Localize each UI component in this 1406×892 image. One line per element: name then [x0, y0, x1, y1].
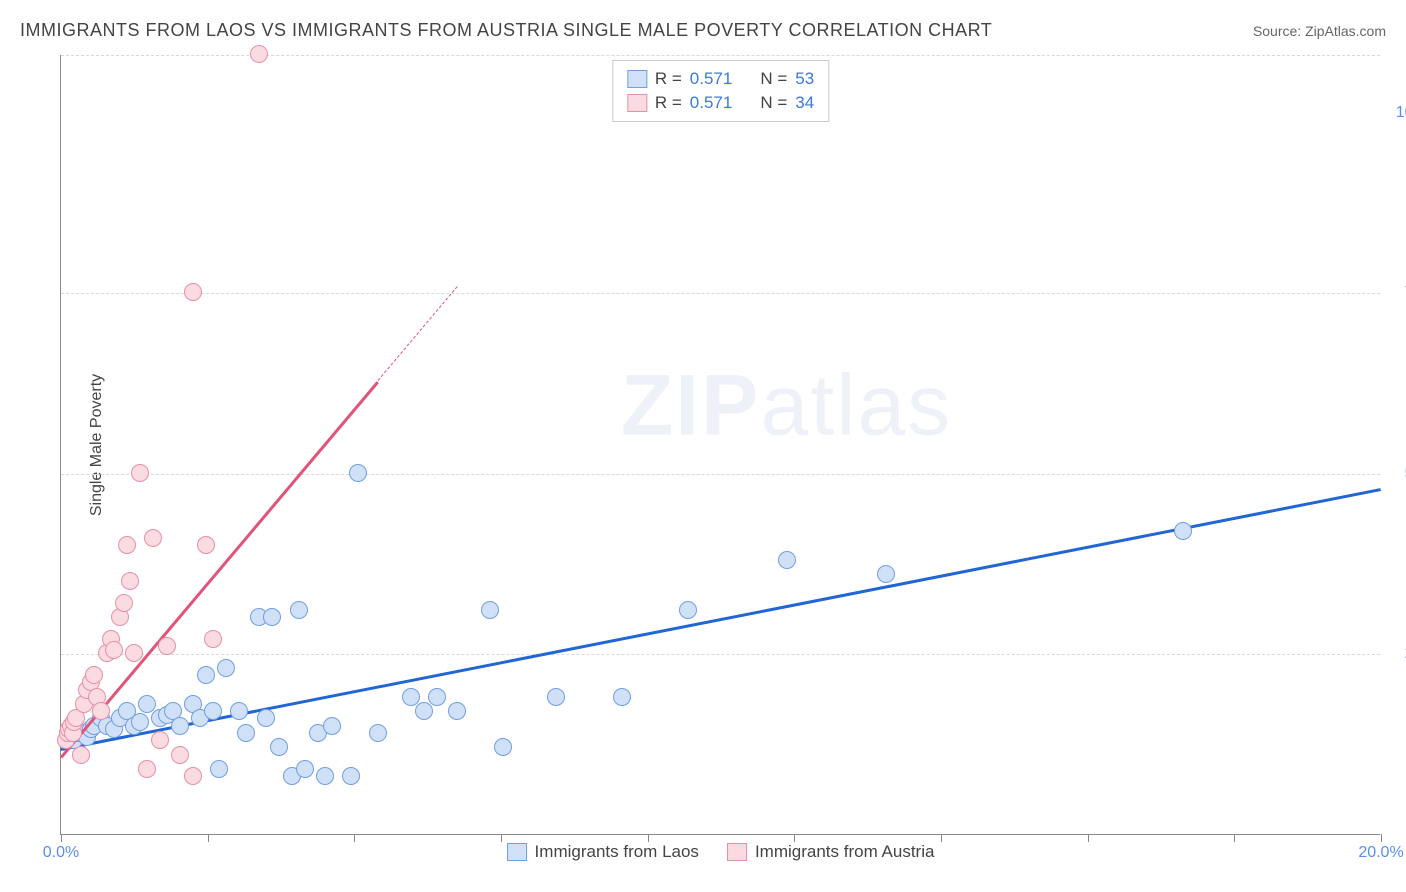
data-point [428, 688, 446, 706]
data-point [230, 702, 248, 720]
data-point [125, 644, 143, 662]
data-point [210, 760, 228, 778]
trend-line [60, 380, 379, 757]
r-value: 0.571 [690, 93, 733, 113]
data-point [547, 688, 565, 706]
r-value: 0.571 [690, 69, 733, 89]
legend-swatch [727, 843, 747, 861]
data-point [217, 659, 235, 677]
data-point [204, 702, 222, 720]
data-point [877, 565, 895, 583]
y-axis-title: Single Male Poverty [88, 373, 106, 515]
data-point [131, 713, 149, 731]
watermark: ZIPatlas [621, 356, 952, 455]
legend-series-label: Immigrants from Austria [755, 842, 935, 862]
n-label: N = [760, 69, 787, 89]
data-point [250, 45, 268, 63]
chart-area: ZIPatlas Single Male Poverty R = 0.571 N =… [60, 55, 1380, 835]
data-point [679, 601, 697, 619]
legend-stat-row: R = 0.571 N = 34 [627, 91, 814, 115]
data-point [369, 724, 387, 742]
r-label: R = [655, 93, 682, 113]
data-point [144, 529, 162, 547]
data-point [171, 717, 189, 735]
data-point [85, 666, 103, 684]
data-point [415, 702, 433, 720]
data-point [237, 724, 255, 742]
data-point [342, 767, 360, 785]
x-tick [794, 834, 795, 842]
x-tick-label: 0.0% [43, 844, 79, 862]
legend-swatch [627, 94, 647, 112]
data-point [151, 731, 169, 749]
legend-series-label: Immigrants from Laos [535, 842, 699, 862]
data-point [115, 594, 133, 612]
data-point [494, 738, 512, 756]
data-point [270, 738, 288, 756]
legend-swatch [507, 843, 527, 861]
data-point [92, 702, 110, 720]
n-label: N = [760, 93, 787, 113]
data-point [263, 608, 281, 626]
data-point [171, 746, 189, 764]
data-point [316, 767, 334, 785]
data-point [402, 688, 420, 706]
data-point [323, 717, 341, 735]
gridline [61, 293, 1380, 294]
data-point [257, 709, 275, 727]
data-point [197, 666, 215, 684]
gridline [61, 474, 1380, 475]
n-value: 53 [795, 69, 814, 89]
legend-stat-row: R = 0.571 N = 53 [627, 67, 814, 91]
data-point [290, 601, 308, 619]
data-point [296, 760, 314, 778]
data-point [138, 760, 156, 778]
data-point [481, 601, 499, 619]
chart-source: Source: ZipAtlas.com [1253, 23, 1386, 39]
trend-line [377, 286, 457, 381]
data-point [184, 767, 202, 785]
y-tick-label: 100.0% [1396, 104, 1406, 122]
chart-title: IMMIGRANTS FROM LAOS VS IMMIGRANTS FROM … [20, 20, 992, 41]
data-point [613, 688, 631, 706]
data-point [105, 641, 123, 659]
x-tick [208, 834, 209, 842]
data-point [778, 551, 796, 569]
x-tick [941, 834, 942, 842]
x-tick [354, 834, 355, 842]
data-point [448, 702, 466, 720]
legend-series-item: Immigrants from Austria [727, 842, 935, 862]
data-point [72, 746, 90, 764]
x-tick [648, 834, 649, 842]
data-point [158, 637, 176, 655]
x-tick-label: 20.0% [1358, 844, 1403, 862]
x-tick [61, 834, 62, 842]
data-point [184, 283, 202, 301]
data-point [138, 695, 156, 713]
legend-stats: R = 0.571 N = 53 R = 0.571 N = 34 [612, 60, 829, 122]
x-tick [1381, 834, 1382, 842]
data-point [121, 572, 139, 590]
x-tick [501, 834, 502, 842]
r-label: R = [655, 69, 682, 89]
legend-series-item: Immigrants from Laos [507, 842, 699, 862]
chart-header: IMMIGRANTS FROM LAOS VS IMMIGRANTS FROM … [20, 20, 1386, 41]
data-point [197, 536, 215, 554]
n-value: 34 [795, 93, 814, 113]
data-point [204, 630, 222, 648]
legend-series: Immigrants from Laos Immigrants from Aust… [507, 842, 935, 862]
legend-swatch [627, 70, 647, 88]
data-point [1174, 522, 1192, 540]
scatter-plot: ZIPatlas Single Male Poverty R = 0.571 N =… [60, 55, 1380, 835]
gridline [61, 654, 1380, 655]
data-point [349, 464, 367, 482]
data-point [131, 464, 149, 482]
x-tick [1088, 834, 1089, 842]
x-tick [1234, 834, 1235, 842]
data-point [118, 536, 136, 554]
